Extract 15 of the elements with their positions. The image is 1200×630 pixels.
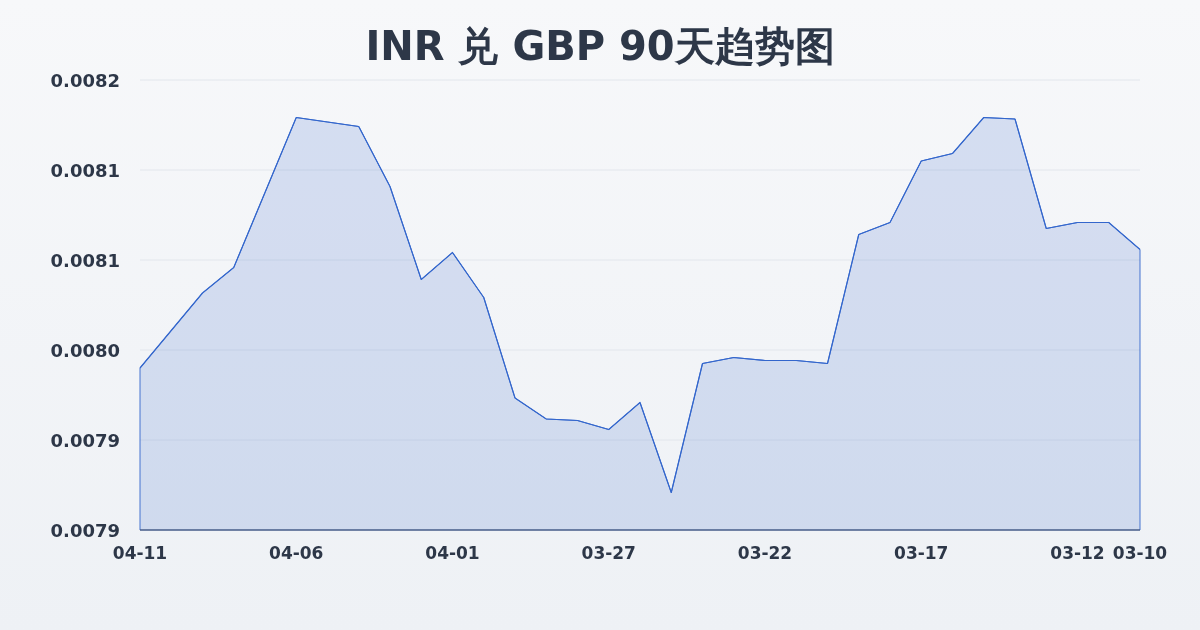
y-tick-label: 0.0080 [50, 340, 120, 361]
y-tick-label: 0.0081 [50, 160, 120, 181]
y-tick-label: 0.0079 [50, 520, 120, 541]
x-tick-label: 04-06 [269, 543, 324, 563]
y-tick-label: 0.0081 [50, 250, 120, 271]
x-tick-label: 03-22 [737, 543, 793, 563]
y-tick-label: 0.0079 [50, 430, 120, 451]
x-tick-label: 03-17 [894, 543, 949, 563]
x-tick-label: 03-27 [581, 543, 636, 563]
y-tick-label: 0.0082 [50, 70, 120, 91]
x-tick-label: 03-10 [1112, 543, 1168, 563]
x-tick-label: 04-01 [425, 543, 480, 563]
chart-title: INR 兑 GBP 90天趋势图 [365, 23, 835, 69]
x-tick-label: 04-11 [112, 543, 168, 563]
x-tick-label: 03-12 [1050, 543, 1105, 563]
